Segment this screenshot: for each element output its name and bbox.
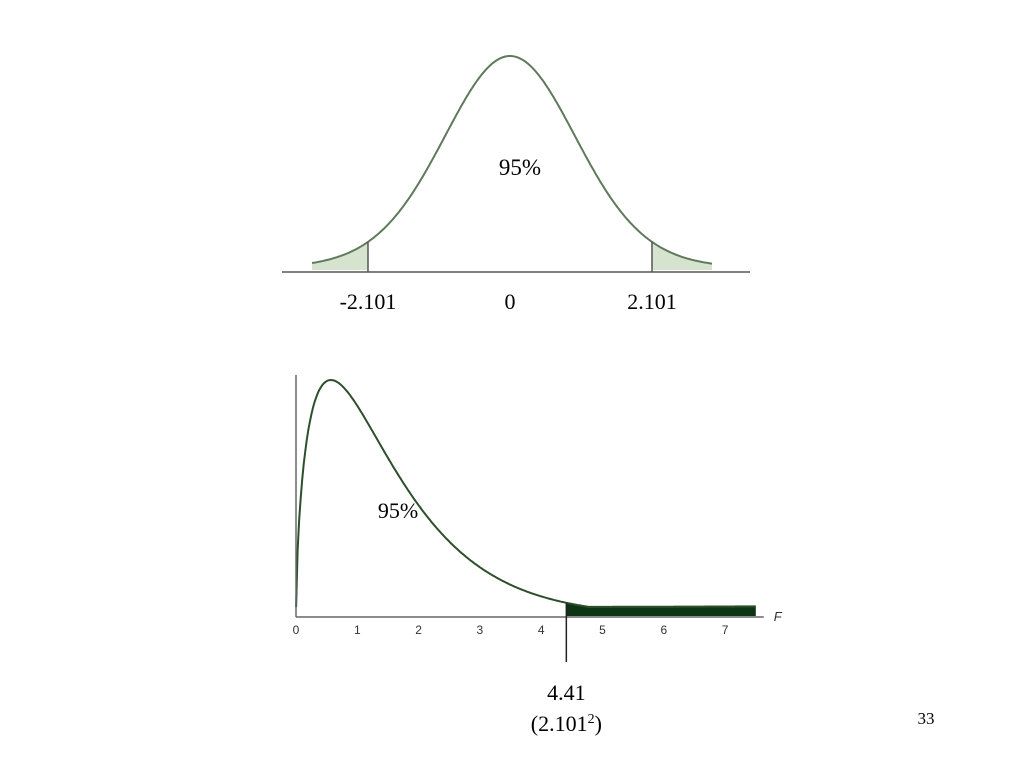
t-tick-label-1: 0 — [505, 289, 516, 314]
t-tick-label-2: 2.101 — [627, 289, 677, 314]
f-density-curve — [295, 378, 756, 608]
f-tick-label-3: 3 — [477, 623, 484, 637]
f-note-base: (2.101 — [531, 711, 588, 736]
t-center-area-label: 95% — [499, 155, 541, 180]
f-tick-label-6: 6 — [660, 623, 667, 637]
f-tick-label-0: 0 — [293, 623, 300, 637]
f-critical-value-label: 4.41 — [547, 680, 586, 705]
f-tick-label-4: 4 — [538, 623, 545, 637]
f-area-label: 95% — [378, 498, 418, 523]
f-tick-label-7: 7 — [722, 623, 729, 637]
f-critical-value-note: (2.1012) — [531, 711, 602, 736]
t-tick-label-0: -2.101 — [340, 289, 397, 314]
f-note-superscript: 2 — [588, 712, 595, 727]
t-distribution-chart: 95% -2.101 0 2.101 — [282, 55, 750, 314]
f-tick-label-2: 2 — [415, 623, 422, 637]
t-right-tail-area — [652, 241, 712, 270]
f-x-axis-label: F — [774, 609, 783, 624]
t-tick-labels: -2.101 0 2.101 — [340, 289, 677, 314]
f-tick-labels: 0 1 2 3 4 5 6 7 — [293, 623, 729, 637]
t-density-curve — [311, 55, 713, 265]
f-tick-label-1: 1 — [354, 623, 361, 637]
f-tick-label-5: 5 — [599, 623, 606, 637]
f-right-tail-area — [566, 602, 756, 616]
page-number: 33 — [918, 709, 935, 728]
f-note-close: ) — [595, 711, 602, 736]
t-left-tail-area — [312, 241, 368, 270]
